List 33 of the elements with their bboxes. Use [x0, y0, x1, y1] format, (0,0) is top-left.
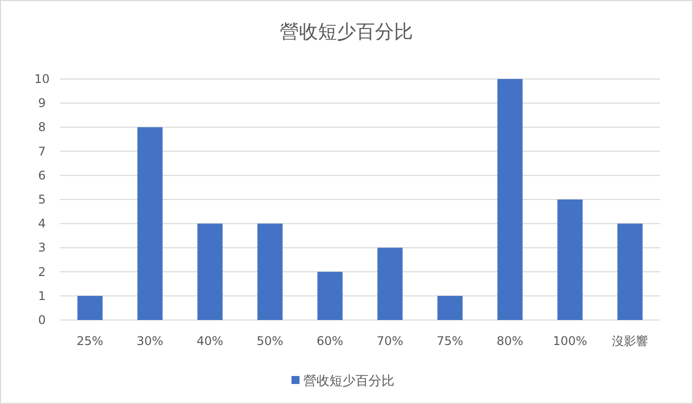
y-tick-label: 6 — [38, 168, 46, 182]
bar — [197, 224, 223, 320]
y-tick-label: 0 — [38, 313, 46, 327]
y-tick-label: 5 — [38, 192, 46, 206]
bar — [377, 248, 403, 320]
x-tick-label: 沒影響 — [612, 334, 648, 348]
bar — [437, 296, 463, 320]
x-tick-label: 50% — [256, 334, 284, 348]
x-tick-label: 100% — [552, 334, 588, 348]
chart-title: 營收短少百分比 — [280, 21, 413, 43]
bar — [557, 200, 583, 320]
y-tick-label: 2 — [38, 264, 46, 279]
bar — [257, 224, 283, 320]
x-tick-label: 25% — [76, 334, 104, 348]
y-tick-label: 1 — [38, 288, 46, 303]
bar — [317, 272, 343, 320]
bar — [137, 127, 163, 320]
y-tick-label: 7 — [38, 144, 46, 158]
bar — [617, 224, 643, 320]
legend-label: 營收短少百分比 — [304, 374, 394, 389]
y-tick-label: 4 — [38, 216, 46, 231]
x-tick-label: 75% — [436, 334, 464, 348]
bar — [497, 79, 523, 320]
y-tick-label: 8 — [38, 120, 46, 134]
x-tick-label: 70% — [376, 334, 404, 348]
x-tick-label: 80% — [496, 334, 524, 348]
y-tick-label: 9 — [38, 96, 46, 110]
y-tick-label: 10 — [34, 72, 50, 86]
x-tick-label: 40% — [196, 334, 224, 348]
x-tick-label: 60% — [316, 334, 344, 348]
bar — [77, 296, 103, 320]
y-tick-label: 3 — [38, 240, 46, 255]
x-tick-label: 30% — [136, 334, 164, 348]
